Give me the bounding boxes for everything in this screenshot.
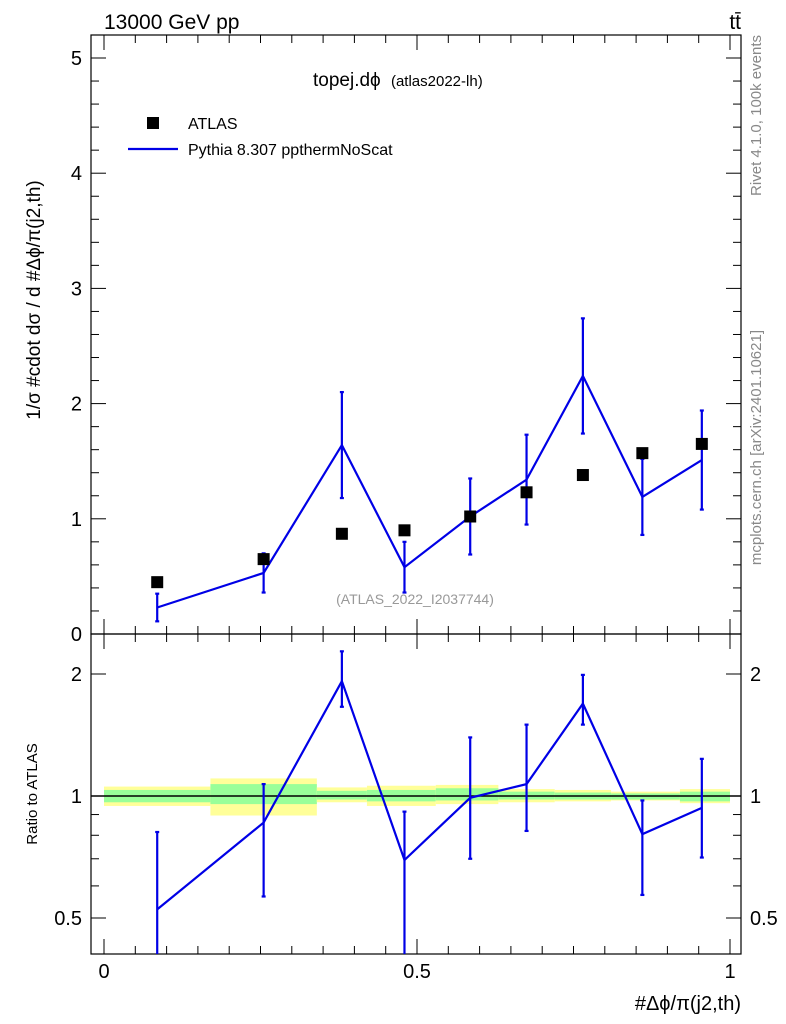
main-y-axis-label-text: 1/σ #cdot dσ / d #Δϕ/π(j2,th) [24, 180, 45, 419]
x-tick-label: 0.5 [403, 961, 431, 983]
mcplots-source-label: mcplots.cern.ch [arXiv:2401.10621] [748, 330, 765, 565]
ratio-y-tick-label-left: 2 [71, 664, 82, 686]
ratio-y-tick-label-right: 0.5 [750, 908, 778, 930]
plot-title: topej.dϕ (atlas2022-lh) [313, 70, 483, 91]
ratio-y-tick-label-left: 1 [71, 786, 82, 808]
atlas-data-point [636, 447, 649, 460]
legend-pythia-label: Pythia 8.307 ppthermNoScat [188, 142, 393, 159]
plot-title-main: topej.dϕ [313, 70, 381, 91]
ratio-plot-frame [90, 633, 742, 955]
main-y-tick-label: 4 [71, 163, 82, 185]
ratio-band-inner [435, 788, 499, 801]
x-tick-label: 0 [98, 961, 109, 983]
main-plot-series [151, 317, 708, 623]
legend-atlas-label: ATLAS [188, 116, 238, 133]
atlas-data-point [335, 527, 348, 540]
atlas-data-point [398, 524, 411, 537]
ratio-plot-series [155, 650, 704, 954]
axis-tick-labels: 0 1 2 3 4 5 0 0.5 1 0.5 0.5 1 1 2 2 [54, 48, 778, 983]
atlas-data-point [520, 486, 533, 499]
ratio-y-axis-label: Ratio to ATLAS [24, 743, 41, 844]
rivet-version-label: Rivet 4.1.0, 100k events [748, 35, 765, 196]
x-axis-label: #Δϕ/π(j2,th) [635, 993, 741, 1015]
analysis-watermark: (ATLAS_2022_I2037744) [336, 591, 494, 607]
main-y-tick-label: 1 [71, 509, 82, 531]
ratio-y-tick-label-left: 0.5 [54, 908, 82, 930]
ratio-y-tick-label-right: 2 [750, 664, 761, 686]
main-y-axis-label: 1/σ #cdot dσ / d #Δϕ/π(j2,th) [24, 180, 45, 419]
ratio-bands [91, 778, 741, 816]
main-y-tick-label: 3 [71, 278, 82, 300]
header-process: tt̄ [729, 11, 741, 34]
plot-title-sub: (atlas2022-lh) [391, 73, 483, 90]
atlas-data-point [151, 576, 164, 589]
atlas-data-point [464, 510, 477, 523]
atlas-data-point [576, 469, 589, 482]
ratio-band-inner [316, 790, 367, 800]
axis-ticks [91, 35, 741, 954]
main-y-tick-label: 5 [71, 48, 82, 70]
atlas-data-point [257, 553, 270, 566]
main-y-tick-label: 2 [71, 394, 82, 416]
main-y-tick-label: 0 [71, 624, 82, 646]
legend-atlas-marker [147, 117, 159, 129]
ratio-y-tick-label-right: 1 [750, 786, 761, 808]
atlas-data-point [695, 437, 708, 450]
x-tick-label: 1 [724, 961, 735, 983]
pythia-line [156, 373, 703, 609]
header-energy: 13000 GeV pp [104, 11, 239, 34]
